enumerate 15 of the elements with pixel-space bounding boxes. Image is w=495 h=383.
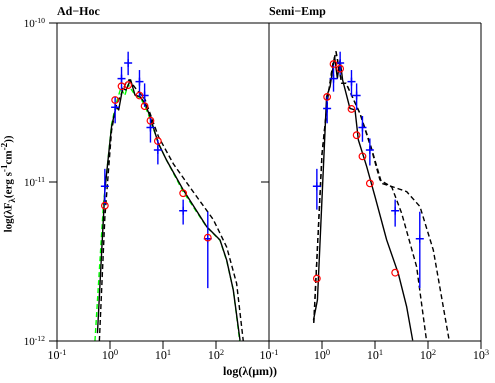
x-tick-label: 10$^{0}$: [102, 348, 118, 362]
x-tick-label: 10$^{1}$: [154, 348, 172, 362]
chart-title: Semi−Emp: [269, 4, 326, 19]
x-tick-label: 10$^{2}$: [420, 348, 436, 362]
x-tick-label: 10$^{3}$: [472, 348, 490, 362]
x-tick-label: 10$^{-1}$: [48, 348, 66, 362]
x-tick-label: 10$^{-1}$: [260, 348, 278, 362]
x-tick-label: 10$^{2}$: [208, 348, 224, 362]
chart-title: Ad−Hoc: [57, 4, 100, 19]
y-tick-label: 10$^{-10}$: [24, 16, 46, 30]
y-tick-label: 10$^{-12}$: [24, 334, 46, 348]
x-axis-title: log(λ(μm)): [222, 364, 278, 379]
x-tick-label: 10$^{1}$: [366, 348, 384, 362]
x-tick-label: 10$^{0}$: [314, 348, 330, 362]
y-tick-label: 10$^{-11}$: [24, 174, 46, 189]
